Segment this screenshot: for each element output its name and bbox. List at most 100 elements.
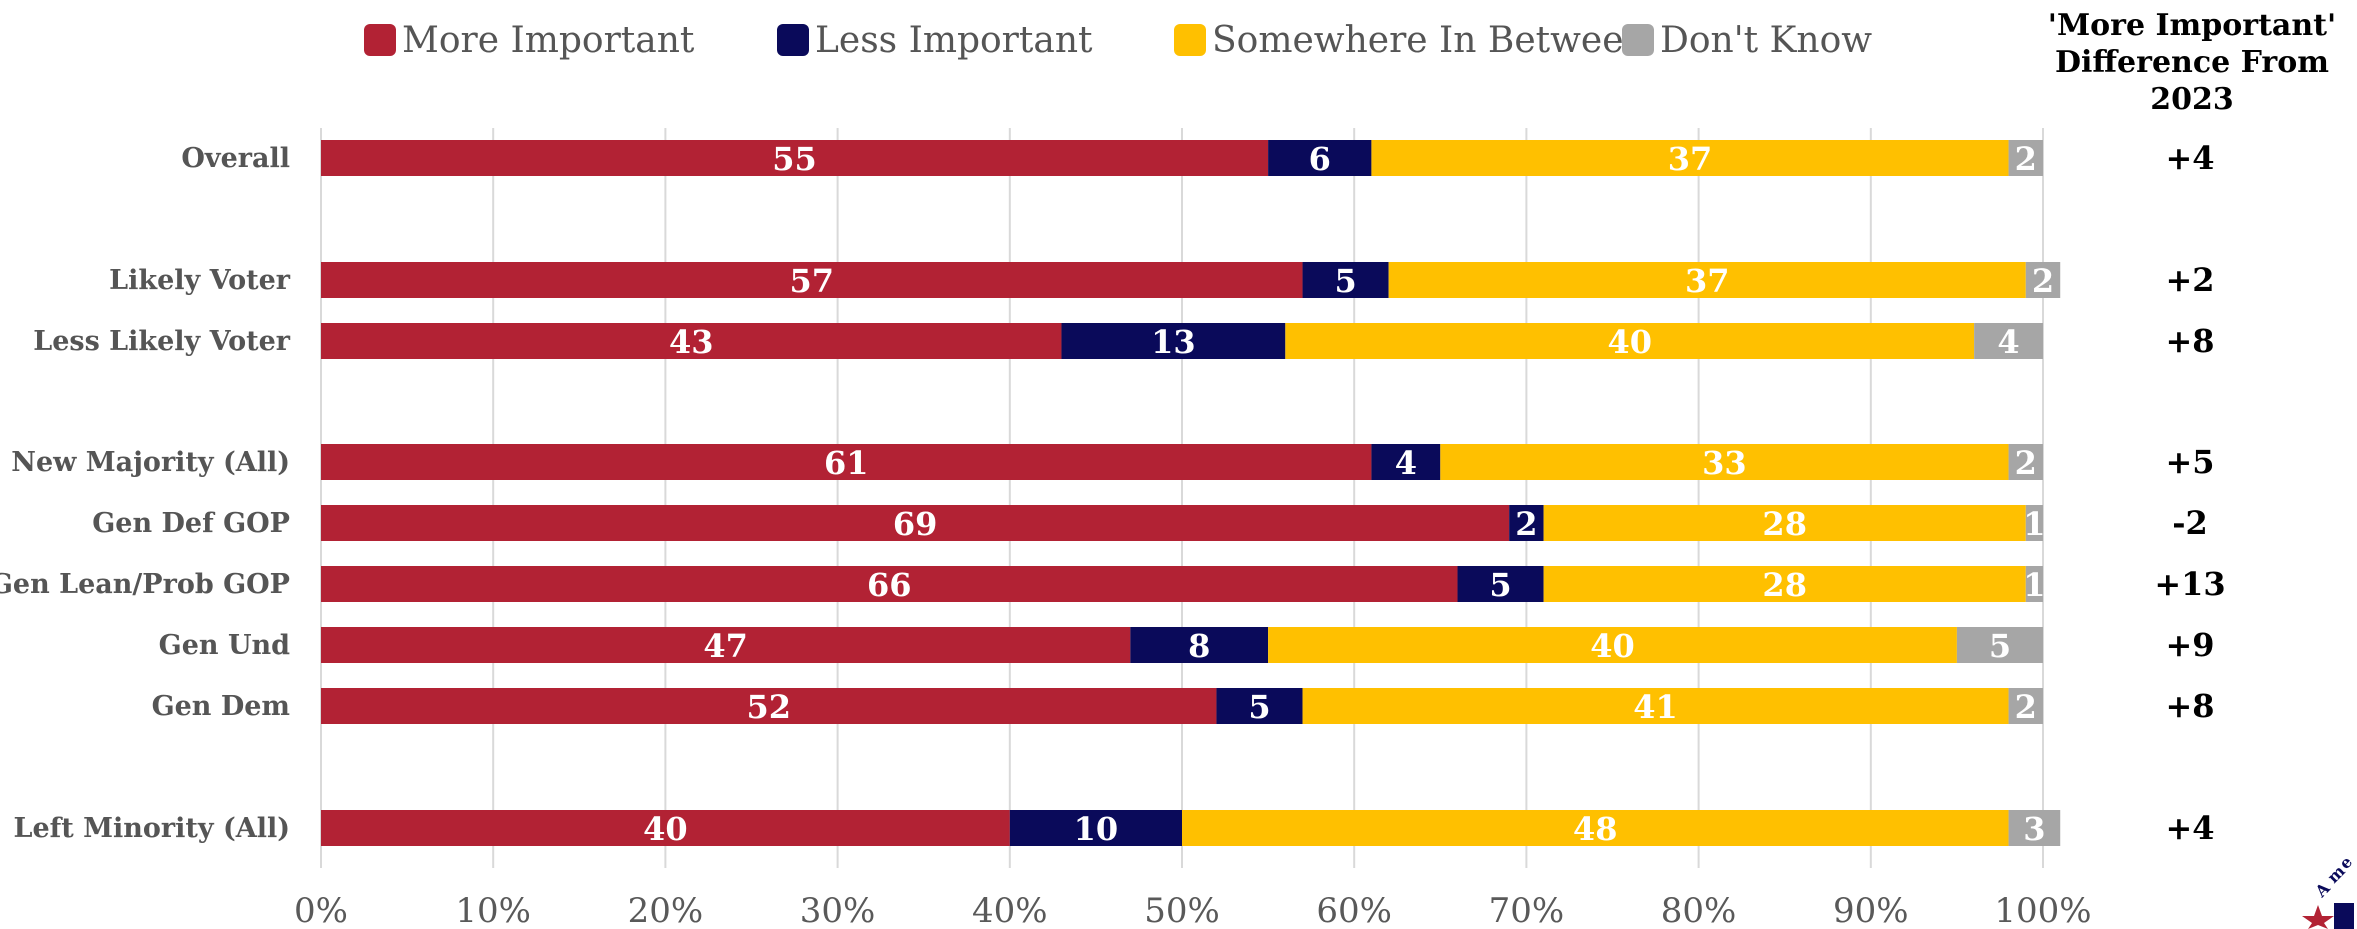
category-label: Less Likely Voter (33, 326, 291, 357)
legend-swatch (1622, 24, 1654, 56)
bar-segment-more-important (321, 566, 1458, 602)
x-tick-label: 0% (294, 891, 348, 929)
legend-label: More Important (402, 20, 695, 61)
legend-swatch (777, 24, 809, 56)
bar-segment-more-important (321, 323, 1062, 359)
x-tick-label: 100% (1994, 891, 2091, 929)
difference-value: +13 (2154, 565, 2225, 603)
bar-segment-more-important (321, 505, 1510, 541)
difference-value: +2 (2165, 261, 2214, 299)
bar-segment-don-t-know (2008, 688, 2043, 724)
category-label: Gen Lean/Prob GOP (0, 569, 290, 600)
x-axis-tick-labels: 0% 10% 20% 30% 40% 50% 60% 70% 80% 90% 100% (294, 891, 2092, 929)
data-label-less-important: 8 (1188, 627, 1210, 665)
data-label-less-important: 5 (1248, 688, 1270, 726)
data-label-more-important: 57 (790, 262, 835, 300)
data-label-more-important: 55 (772, 140, 817, 178)
bar-segment-don-t-know (1974, 323, 2043, 359)
data-label-more-important: 52 (746, 688, 791, 726)
data-label-more-important: 61 (824, 444, 869, 482)
bar-segment-don-t-know (2008, 140, 2043, 176)
bar-segment-more-important (321, 140, 1269, 176)
data-label-somewhere-in-between: 37 (1685, 262, 1730, 300)
bar-row-gen-def-gop: 69 2 28 1 (321, 505, 2046, 543)
bar-segment-somewhere-in-between (1440, 444, 2009, 480)
legend-label: Somewhere In Between (1212, 20, 1647, 61)
difference-value: +4 (2165, 139, 2214, 177)
difference-value: +8 (2165, 322, 2214, 360)
data-label-less-important: 5 (1489, 566, 1511, 604)
bar-segment-less-important (1009, 810, 1182, 846)
bar-row-gen-und: 47 8 40 5 (321, 627, 2043, 665)
data-label-less-important: 5 (1334, 262, 1356, 300)
category-labels: Overall Likely Voter Less Likely Voter New … (0, 143, 291, 844)
difference-header-line-2: Difference From (2055, 45, 2329, 80)
bar-segment-somewhere-in-between (1302, 688, 2009, 724)
difference-header-line-1: 'More Important' (2048, 8, 2336, 43)
bar-row-likely-voter: 57 5 37 2 (321, 262, 2061, 300)
bar-segment-somewhere-in-between (1182, 810, 2009, 846)
legend-swatch (364, 24, 396, 56)
data-label-don-t-know: 1 (2023, 566, 2045, 604)
legend-item-more-important: More Important (364, 20, 695, 61)
star-icon (2302, 905, 2334, 929)
bar-segment-don-t-know (2025, 566, 2043, 602)
data-label-don-t-know: 2 (2015, 444, 2037, 482)
data-label-less-important: 13 (1151, 323, 1196, 361)
x-tick-label: 30% (800, 891, 876, 929)
bar-segment-somewhere-in-between (1543, 505, 2026, 541)
data-label-don-t-know: 1 (2023, 505, 2045, 543)
data-label-don-t-know: 2 (2015, 688, 2037, 726)
bar-segment-more-important (321, 627, 1131, 663)
bar-segment-somewhere-in-between (1268, 627, 1957, 663)
difference-values: +4 +2 +8 +5 -2 +13 +9 +8 +4 (2154, 139, 2225, 847)
flag-icon (2334, 903, 2354, 929)
bar-segment-less-important (1371, 444, 1441, 480)
bar-row-new-majority-all: 61 4 33 2 (321, 444, 2043, 482)
bar-segment-don-t-know (2025, 262, 2061, 298)
legend-swatch (1174, 24, 1206, 56)
data-label-somewhere-in-between: 48 (1573, 810, 1618, 848)
legend-label: Don't Know (1660, 20, 1872, 61)
data-label-somewhere-in-between: 40 (1590, 627, 1635, 665)
x-tick-label: 70% (1489, 891, 1565, 929)
x-tick-label: 40% (972, 891, 1048, 929)
bar-segment-less-important (1216, 688, 1303, 724)
category-label: Gen Def GOP (92, 508, 290, 539)
bar-row-gen-lean-prob-gop: 66 5 28 1 (321, 566, 2046, 604)
data-label-don-t-know: 5 (1989, 627, 2011, 665)
x-tick-label: 20% (628, 891, 704, 929)
bar-segment-less-important (1268, 140, 1372, 176)
data-label-less-important: 2 (1515, 505, 1537, 543)
data-label-don-t-know: 4 (1997, 323, 2019, 361)
logo-icon: A m e (2302, 852, 2356, 929)
bar-segment-don-t-know (2008, 810, 2061, 846)
legend-item-don-t-know: Don't Know (1622, 20, 1872, 61)
legend-item-less-important: Less Important (777, 20, 1093, 61)
bar-row-less-likely-voter: 43 13 40 4 (321, 323, 2043, 361)
x-tick-label: 60% (1316, 891, 1392, 929)
data-label-somewhere-in-between: 40 (1607, 323, 1652, 361)
difference-value: +9 (2165, 626, 2214, 664)
bar-segment-less-important (1130, 627, 1269, 663)
data-label-somewhere-in-between: 28 (1762, 505, 1807, 543)
data-label-don-t-know: 2 (2015, 140, 2037, 178)
category-label: Likely Voter (109, 265, 291, 296)
data-label-somewhere-in-between: 33 (1702, 444, 1747, 482)
bar-segment-somewhere-in-between (1285, 323, 1975, 359)
x-tick-label: 50% (1144, 891, 1220, 929)
bar-row-gen-dem: 52 5 41 2 (321, 688, 2043, 726)
category-label: Overall (181, 143, 290, 174)
data-label-don-t-know: 3 (2023, 810, 2045, 848)
bar-segment-more-important (321, 810, 1010, 846)
bar-segment-don-t-know (2008, 444, 2043, 480)
data-label-more-important: 66 (867, 566, 912, 604)
category-label: Gen Und (159, 630, 290, 661)
bar-segment-don-t-know (2025, 505, 2043, 541)
category-label: Left Minority (All) (14, 813, 291, 844)
data-label-less-important: 10 (1074, 810, 1119, 848)
category-label: New Majority (All) (11, 447, 290, 478)
data-label-more-important: 69 (893, 505, 938, 543)
bar-segment-less-important (1509, 505, 1544, 541)
